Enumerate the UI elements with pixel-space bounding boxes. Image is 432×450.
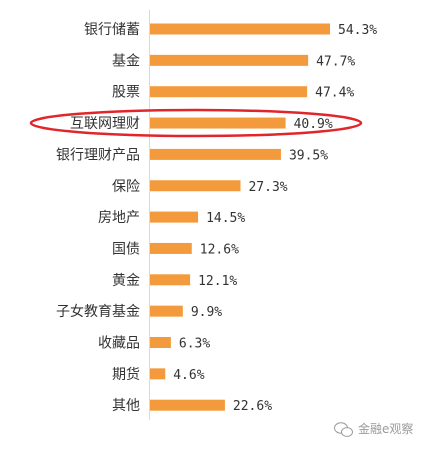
watermark: 金融e观察: [334, 421, 413, 437]
value-label: 54.3%: [338, 23, 377, 38]
bar: [150, 368, 166, 380]
bar: [150, 337, 171, 348]
value-label: 4.6%: [173, 368, 204, 383]
bar: [150, 148, 281, 160]
bar: [150, 23, 330, 35]
value-labels: 54.3% 47.7% 47.4% 40.9% 39.5% 27.3% 14.5% 12.6%…: [173, 23, 377, 414]
bar: [150, 180, 241, 192]
category-label: 互联网理财: [70, 116, 140, 132]
value-label: 47.7%: [316, 54, 355, 69]
value-label: 47.4%: [315, 86, 354, 101]
category-label: 黄金: [112, 272, 140, 289]
bar: [150, 54, 309, 66]
value-label: 14.5%: [206, 211, 245, 226]
bars-layer: [150, 23, 330, 411]
value-label: 27.3%: [248, 180, 287, 195]
value-label: 6.3%: [179, 337, 210, 352]
value-label: 22.6%: [233, 399, 272, 414]
category-label: 房地产: [98, 210, 140, 226]
bar: [150, 211, 199, 223]
bar: [150, 242, 192, 254]
category-label: 股票: [112, 85, 140, 101]
bar: [150, 86, 308, 98]
category-label: 银行储蓄: [84, 22, 140, 38]
value-label: 9.9%: [191, 305, 222, 320]
wechat-icon: [334, 422, 353, 437]
value-label: 12.1%: [198, 274, 237, 289]
category-label: 子女教育基金: [56, 303, 140, 320]
bar: [150, 117, 286, 129]
category-label: 收藏品: [98, 336, 140, 352]
bar: [150, 305, 183, 317]
category-label: 国债: [112, 241, 140, 257]
value-label: 40.9%: [294, 117, 333, 132]
category-label: 其他: [112, 398, 140, 414]
bar: [150, 274, 191, 286]
category-label: 保险: [112, 179, 140, 195]
bar: [150, 399, 225, 411]
value-label: 39.5%: [289, 148, 328, 163]
highlight-ellipse: [29, 108, 363, 138]
category-labels: 银行储蓄基金股票互联网理财银行理财产品保险房地产国债黄金子女教育基金收藏品期货其…: [56, 22, 140, 414]
value-label: 12.6%: [200, 242, 239, 257]
watermark-text: 金融e观察: [358, 421, 413, 436]
category-label: 期货: [112, 366, 140, 383]
category-label: 银行理财产品: [56, 147, 140, 163]
category-label: 基金: [112, 52, 140, 69]
